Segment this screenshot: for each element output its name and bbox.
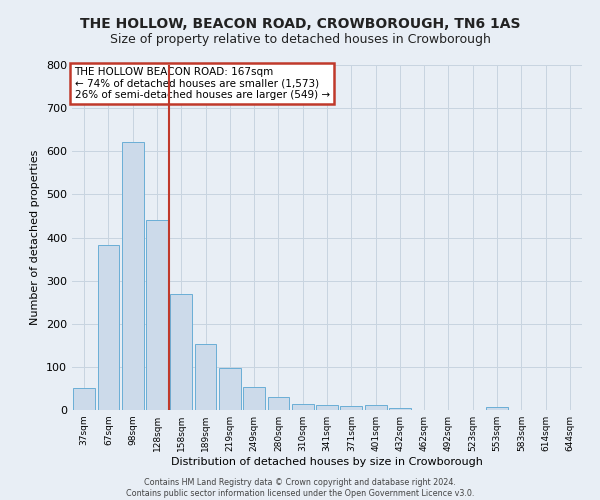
Y-axis label: Number of detached properties: Number of detached properties: [31, 150, 40, 325]
Bar: [97, 245, 119, 410]
X-axis label: Distribution of detached houses by size in Crowborough: Distribution of detached houses by size …: [171, 457, 483, 467]
Bar: [268, 397, 289, 410]
Bar: [316, 405, 338, 410]
Bar: [340, 406, 362, 410]
Bar: [292, 404, 314, 410]
Bar: [219, 368, 241, 410]
Text: THE HOLLOW BEACON ROAD: 167sqm
← 74% of detached houses are smaller (1,573)
26% : THE HOLLOW BEACON ROAD: 167sqm ← 74% of …: [74, 66, 329, 100]
Bar: [146, 220, 168, 410]
Bar: [243, 387, 265, 410]
Text: THE HOLLOW, BEACON ROAD, CROWBOROUGH, TN6 1AS: THE HOLLOW, BEACON ROAD, CROWBOROUGH, TN…: [80, 18, 520, 32]
Text: Size of property relative to detached houses in Crowborough: Size of property relative to detached ho…: [110, 32, 490, 46]
Bar: [170, 294, 192, 410]
Bar: [194, 344, 217, 410]
Bar: [486, 406, 508, 410]
Bar: [365, 405, 386, 410]
Text: Contains HM Land Registry data © Crown copyright and database right 2024.
Contai: Contains HM Land Registry data © Crown c…: [126, 478, 474, 498]
Bar: [389, 408, 411, 410]
Bar: [73, 388, 95, 410]
Bar: [122, 142, 143, 410]
